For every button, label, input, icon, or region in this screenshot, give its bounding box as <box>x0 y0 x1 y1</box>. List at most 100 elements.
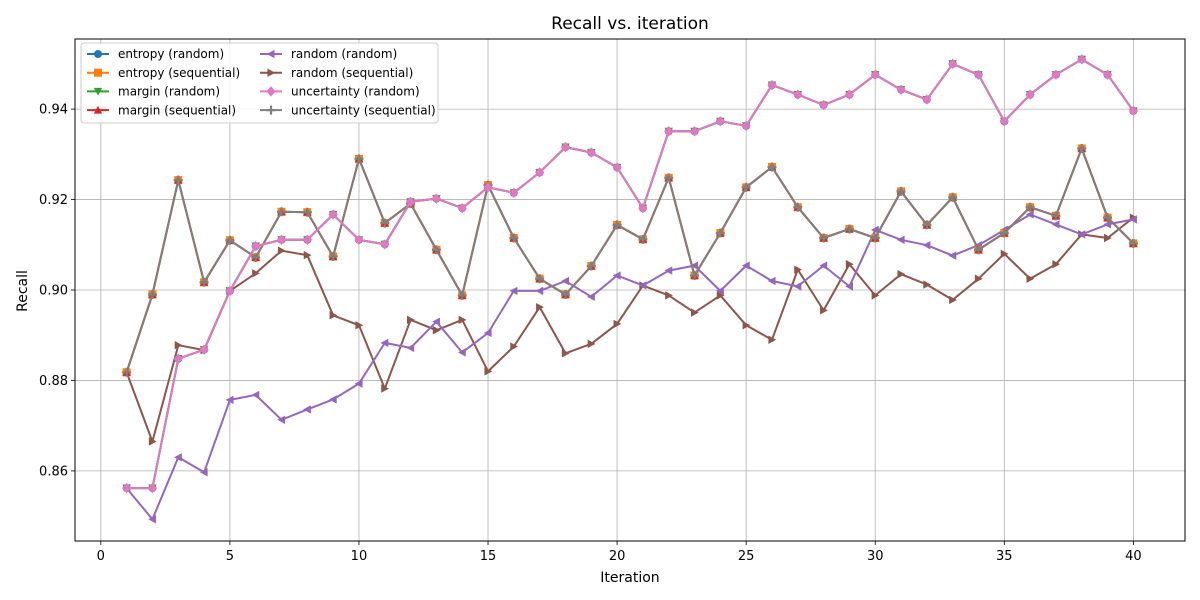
data-point-uncertainty-sequential <box>1025 202 1035 212</box>
data-point-random-random <box>354 379 363 388</box>
data-point-random-sequential <box>613 319 622 329</box>
data-point-random-random <box>509 286 518 296</box>
data-point-random-random <box>148 515 157 524</box>
legend-label: uncertainty (random) <box>291 85 420 99</box>
data-point-random-random <box>741 261 750 270</box>
x-tick-label: 10 <box>351 549 368 564</box>
data-point-random-random <box>1103 220 1112 229</box>
series-line-random-random <box>125 213 1134 521</box>
data-point-random-sequential <box>510 342 519 351</box>
legend-entry-entropy-sequential: entropy (sequential) <box>87 66 240 80</box>
data-point-random-sequential <box>407 315 415 325</box>
legend-box <box>80 42 439 124</box>
legend-label: uncertainty (sequential) <box>291 103 436 117</box>
series-uncertainty-sequential <box>122 143 1138 377</box>
data-point-uncertainty-random <box>173 353 183 364</box>
data-point-uncertainty-sequential <box>690 271 700 281</box>
data-point-random-sequential <box>381 384 389 393</box>
x-tick-label: 15 <box>480 549 497 564</box>
data-point-uncertainty-sequential <box>586 261 596 271</box>
data-point-random-sequential <box>845 260 854 269</box>
data-point-uncertainty-sequential <box>793 202 803 212</box>
legend-entry-random-sequential: random (sequential) <box>260 66 413 80</box>
x-tick-label: 40 <box>1125 549 1142 564</box>
legend-label: margin (random) <box>118 85 220 99</box>
data-point-uncertainty-sequential <box>251 252 261 262</box>
data-point-random-random <box>225 395 234 405</box>
data-point-uncertainty-random <box>509 187 519 198</box>
data-point-random-sequential <box>252 269 260 278</box>
data-point-uncertainty-sequential <box>948 192 958 202</box>
data-point-random-sequential <box>742 321 751 330</box>
data-point-uncertainty-random <box>948 58 958 70</box>
data-point-random-sequential <box>1052 260 1061 269</box>
x-tick-label: 30 <box>867 549 884 564</box>
data-point-uncertainty-sequential <box>819 233 829 243</box>
data-point-random-sequential <box>355 321 364 330</box>
data-point-uncertainty-random <box>147 482 158 494</box>
data-point-uncertainty-sequential <box>664 173 674 183</box>
legend-entry-uncertainty-sequential: uncertainty (sequential) <box>260 103 436 117</box>
data-point-random-sequential <box>432 326 441 335</box>
data-point-uncertainty-random <box>354 234 364 245</box>
data-point-uncertainty-sequential <box>1077 143 1087 153</box>
legend-entry-random-random: random (random) <box>260 47 397 61</box>
data-point-uncertainty-sequential <box>431 245 441 255</box>
data-point-random-random <box>845 282 853 291</box>
data-point-random-random <box>767 276 776 286</box>
data-point-uncertainty-random <box>612 162 622 173</box>
data-point-uncertainty-random <box>535 167 545 178</box>
y-tick-label: 0.92 <box>39 193 68 208</box>
data-point-uncertainty-random <box>819 99 829 111</box>
data-point-uncertainty-sequential <box>612 220 622 230</box>
data-point-uncertainty-sequential <box>277 207 287 217</box>
data-point-random-sequential <box>716 291 725 300</box>
data-point-random-random <box>406 343 415 353</box>
data-point-uncertainty-random <box>1051 69 1061 80</box>
data-point-uncertainty-sequential <box>741 182 751 192</box>
legend-label: margin (sequential) <box>118 103 236 117</box>
series-line-uncertainty-random <box>126 58 1135 490</box>
data-point-random-random <box>561 276 570 286</box>
y-tick-label: 0.88 <box>39 374 68 389</box>
data-point-uncertainty-sequential <box>199 277 209 287</box>
data-point-uncertainty-sequential <box>122 367 132 377</box>
data-point-uncertainty-random <box>560 141 571 153</box>
data-point-uncertainty-sequential <box>354 154 364 164</box>
axis-ticks: 0 5 10 15 20 25 30 35 40 0.86 0.88 0.90 0.92 0.94 <box>39 103 1142 564</box>
data-point-uncertainty-sequential <box>1103 213 1113 223</box>
legend-label: random (sequential) <box>291 66 413 80</box>
data-point-uncertainty-random <box>1128 105 1138 117</box>
legend-swatch-marker <box>266 105 276 115</box>
data-point-random-random <box>948 251 957 260</box>
x-tick-label: 0 <box>97 549 105 564</box>
data-point-random-sequential <box>949 295 957 305</box>
data-point-uncertainty-random <box>328 209 338 220</box>
data-point-random-random <box>432 317 440 326</box>
data-point-random-sequential <box>148 437 157 446</box>
legend-entry-margin-random: margin (random) <box>87 85 220 99</box>
x-tick-label: 25 <box>738 549 755 564</box>
data-point-uncertainty-sequential <box>302 207 312 217</box>
data-point-uncertainty-random <box>715 116 725 127</box>
series-uncertainty-random <box>122 54 1138 494</box>
data-point-uncertainty-sequential <box>457 290 467 300</box>
legend-swatch-marker <box>266 49 275 59</box>
data-point-random-random <box>922 241 931 250</box>
data-point-uncertainty-random <box>276 234 287 245</box>
legend-swatch-marker <box>93 87 103 96</box>
legend-entry-margin-sequential: margin (sequential) <box>87 103 236 117</box>
x-axis-label: Iteration <box>600 570 659 586</box>
data-point-random-random <box>277 415 286 424</box>
data-point-uncertainty-random <box>689 126 700 137</box>
data-point-random-random <box>690 261 699 270</box>
data-point-random-random <box>174 453 182 462</box>
legend-swatch-marker <box>266 86 276 97</box>
legend-swatch-marker <box>94 68 102 77</box>
data-point-random-random <box>819 261 828 270</box>
data-point-random-random <box>587 292 595 301</box>
chart-title: Recall vs. iteration <box>551 14 709 34</box>
data-point-random-sequential <box>820 306 828 315</box>
data-point-random-random <box>380 338 389 348</box>
